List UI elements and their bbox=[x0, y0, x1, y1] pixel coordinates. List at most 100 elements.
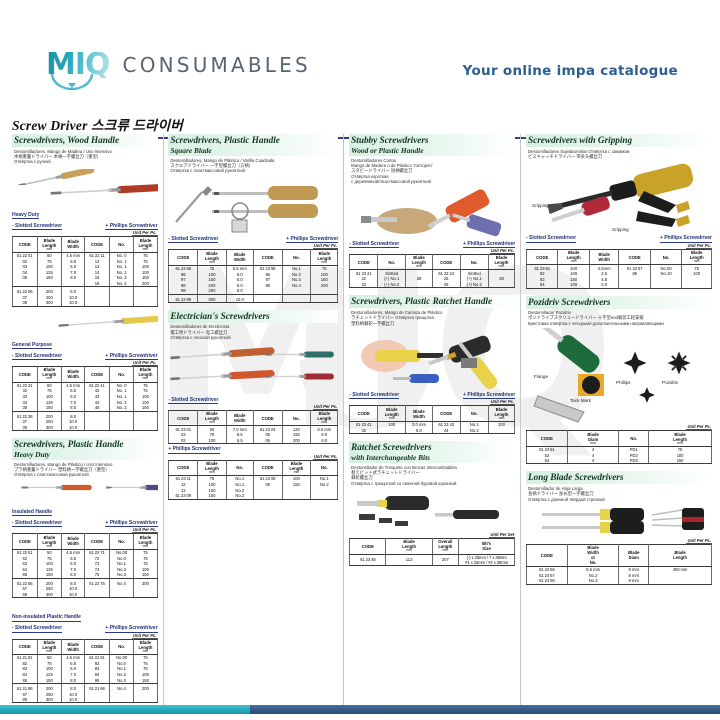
table-header-row: CODE Blade Length mm Blade Width CODE No. Blade L… bbox=[525, 248, 712, 266]
table-cell bbox=[84, 300, 110, 307]
table-cell bbox=[84, 696, 110, 704]
table-cell: 6.0 bbox=[61, 393, 86, 400]
table-row: 61 22 61 50 4.5 mm 61 22 71 No.00 75 bbox=[12, 549, 158, 556]
section-screwdrivers-plastic-handle-heavy-duty: Screwdrivers, Plastic Handle Heavy Duty De… bbox=[12, 438, 158, 599]
section-title: Screwdrivers, Plastic Handle Heavy Duty bbox=[12, 438, 158, 460]
table-cell bbox=[108, 411, 135, 419]
table-row: 61 23 41 100 3.0 mm 61 23 43 No.1 100 bbox=[349, 421, 516, 428]
label-phillips: + Phillips Screwdriver bbox=[105, 519, 158, 528]
table-row: 42 6.0 44 No.2 bbox=[349, 427, 516, 435]
table-row: 61 23 46 113 207 (-) x 25mm / 7 x 38mm #1 x … bbox=[349, 554, 516, 567]
table-cell bbox=[377, 427, 407, 435]
table-cell: 7.0 mm bbox=[225, 425, 254, 433]
table-cell: 150 bbox=[197, 492, 227, 500]
table-cell: 6.0 bbox=[310, 437, 339, 445]
table-cell: 10.0 bbox=[225, 294, 254, 303]
table-label-row: - Slotted Screwdriver + Phillips Screwdri… bbox=[12, 625, 158, 633]
table-row: 65 150 8.0 75 No.3 150 bbox=[12, 571, 158, 579]
table-cell: 61 23 46 bbox=[349, 554, 387, 567]
table-cell: No.1 bbox=[310, 475, 339, 482]
table-cell: 100 bbox=[487, 421, 516, 428]
col-header: Blade Width bbox=[405, 405, 433, 422]
table-header-row: CODE Blade Width or No. Blade Diam Blade Length bbox=[526, 544, 712, 567]
table-row: 61 22 36 200 8.0 bbox=[12, 411, 158, 419]
section-description: Destornillador de Trinquete con Brocas I… bbox=[351, 464, 457, 486]
spec-table: CODE Blade Length mm No. CODE Blade Length mm No.… bbox=[168, 459, 339, 500]
spec-table: CODE Blade Diam mm No. Blade Length mm 61 24 51 4… bbox=[526, 430, 712, 465]
table-cell: 6.0 bbox=[61, 666, 86, 672]
table-row: 23 (+) No.2 26 (+) No.2 bbox=[349, 281, 516, 289]
section-subtitle: Wood or Plastic Handle bbox=[351, 146, 424, 155]
table-cell: 207 bbox=[431, 554, 460, 567]
table-cell: 10.0 bbox=[61, 294, 86, 301]
table-row: 61 21 86 200 8.0 61 21 96 No.4 200 bbox=[12, 683, 158, 692]
table-cell bbox=[649, 281, 683, 289]
columns-container: Screwdrivers, Wood Handle Destornilladore… bbox=[12, 134, 712, 711]
col-header: Blade Width bbox=[225, 410, 254, 427]
table-cell: 45 bbox=[84, 404, 110, 412]
table-cell bbox=[108, 591, 135, 599]
table-cell: 4 bbox=[566, 446, 620, 453]
label-slotted: - Slotted Screwdriver bbox=[168, 396, 219, 405]
table-row: 52 4 PD2 100 bbox=[526, 452, 712, 458]
col-header: No. bbox=[281, 410, 312, 427]
table-row: 61 23 81 100 4.5mm 61 23 87 No.00 75 bbox=[525, 264, 712, 271]
table-row: 98 200 8.0 98 No.4 200 bbox=[168, 282, 339, 288]
table-cell: (+) No.2 bbox=[377, 281, 407, 289]
table-cell bbox=[108, 286, 135, 295]
section-general-purpose: General Purpose - Slotted Screwdriver + Ph… bbox=[12, 314, 158, 432]
table-cell: 8.0 bbox=[61, 411, 86, 419]
col-header: CODE bbox=[12, 533, 38, 550]
col-header: Blade Width bbox=[61, 366, 86, 383]
col-header: Blade Length mm bbox=[133, 236, 158, 253]
section-description: Destornilladores, Mango de Plástico / Va… bbox=[170, 157, 275, 174]
table-cell bbox=[310, 287, 339, 295]
table-cell bbox=[84, 418, 110, 425]
table-cell: 100 bbox=[197, 437, 227, 445]
brand-logo[interactable]: MIQ CONSUMABLES bbox=[46, 50, 311, 80]
table-row: 61 21 81 50 4.5 mm 61 21 91 No.00 75 bbox=[12, 654, 158, 661]
table-row: 03 100 5.5 06 200 6.0 bbox=[168, 437, 339, 445]
section-long-blade-screwdrivers: Long Blade Screwdrivers Destornillador de… bbox=[526, 471, 712, 585]
table-cell: 10.0 bbox=[61, 424, 86, 432]
table-cell: 61 22 71 bbox=[84, 549, 110, 556]
unit-label: Unit Per Pc. bbox=[312, 243, 339, 250]
col-header: CODE bbox=[349, 538, 387, 555]
table-cell: 4 bbox=[566, 457, 620, 465]
col-header: CODE bbox=[12, 638, 38, 655]
col-header: Blade Length mm bbox=[197, 459, 227, 477]
table-row: 05 150 8.0 15 No. 3 150 bbox=[12, 274, 158, 281]
label-phillips: + Phillips Screwdriver bbox=[463, 391, 516, 400]
table-row: 61 22 01 50 4.5 mm 61 22 11 No. 0 75 bbox=[12, 252, 158, 259]
table-cell: 100 bbox=[557, 270, 590, 277]
table-label-row: - Slotted Screwdriver + Phillips Screwdri… bbox=[12, 353, 158, 361]
table-cell: 14 bbox=[84, 269, 110, 275]
col-header: No. bbox=[618, 430, 650, 447]
table-cell: 61 21 86 bbox=[12, 683, 38, 692]
table-cell: (-) x 25mm / 7 x 38mm #1 x 25mm / #2 x 38… bbox=[458, 554, 516, 567]
col-2: Screwdrivers, Plastic Handle Square Blade… bbox=[168, 134, 339, 710]
col-header: CODE bbox=[84, 533, 110, 550]
table-cell: 100 bbox=[557, 281, 590, 289]
table-label-row: - Slotted Screwdriver bbox=[168, 397, 338, 405]
table-header-row: CODE Blade Diam mm No. Blade Length mm bbox=[526, 430, 712, 447]
section-title: Pozidriv Screwdrivers bbox=[526, 295, 712, 309]
page-header: MIQ CONSUMABLES Your online impa catalog… bbox=[0, 0, 720, 104]
table-cell: 100 bbox=[681, 270, 712, 277]
col-header: No. bbox=[281, 249, 312, 266]
label-phillips: + Phillips Screwdriver bbox=[659, 235, 712, 243]
table-label-row: - Slotted Screwdriver + Phillips Screwdri… bbox=[168, 236, 339, 244]
table-cell: 75 bbox=[133, 382, 158, 389]
col-header: Blade Length mm bbox=[281, 459, 312, 477]
col-header: Blade Length mm bbox=[377, 405, 407, 422]
table-cell: 88 bbox=[12, 696, 38, 704]
table-cell: 3.0 mm bbox=[405, 421, 433, 428]
variant-label: Insulated Handle bbox=[12, 508, 53, 517]
table-cell: 8.0 bbox=[61, 578, 86, 586]
table-label-row: + Phillips Screwdriver bbox=[168, 446, 338, 454]
table-cell: 113 bbox=[385, 554, 433, 567]
table-row: 61 23 95 75 5.5 mm 61 23 95 No.1 75 bbox=[168, 265, 339, 272]
section-non-insulated-plastic-handle: Non-insulated Plastic Handle - Slotted Sc… bbox=[12, 605, 158, 704]
col-header: CODE bbox=[252, 249, 283, 266]
col-header: CODE bbox=[431, 254, 461, 271]
